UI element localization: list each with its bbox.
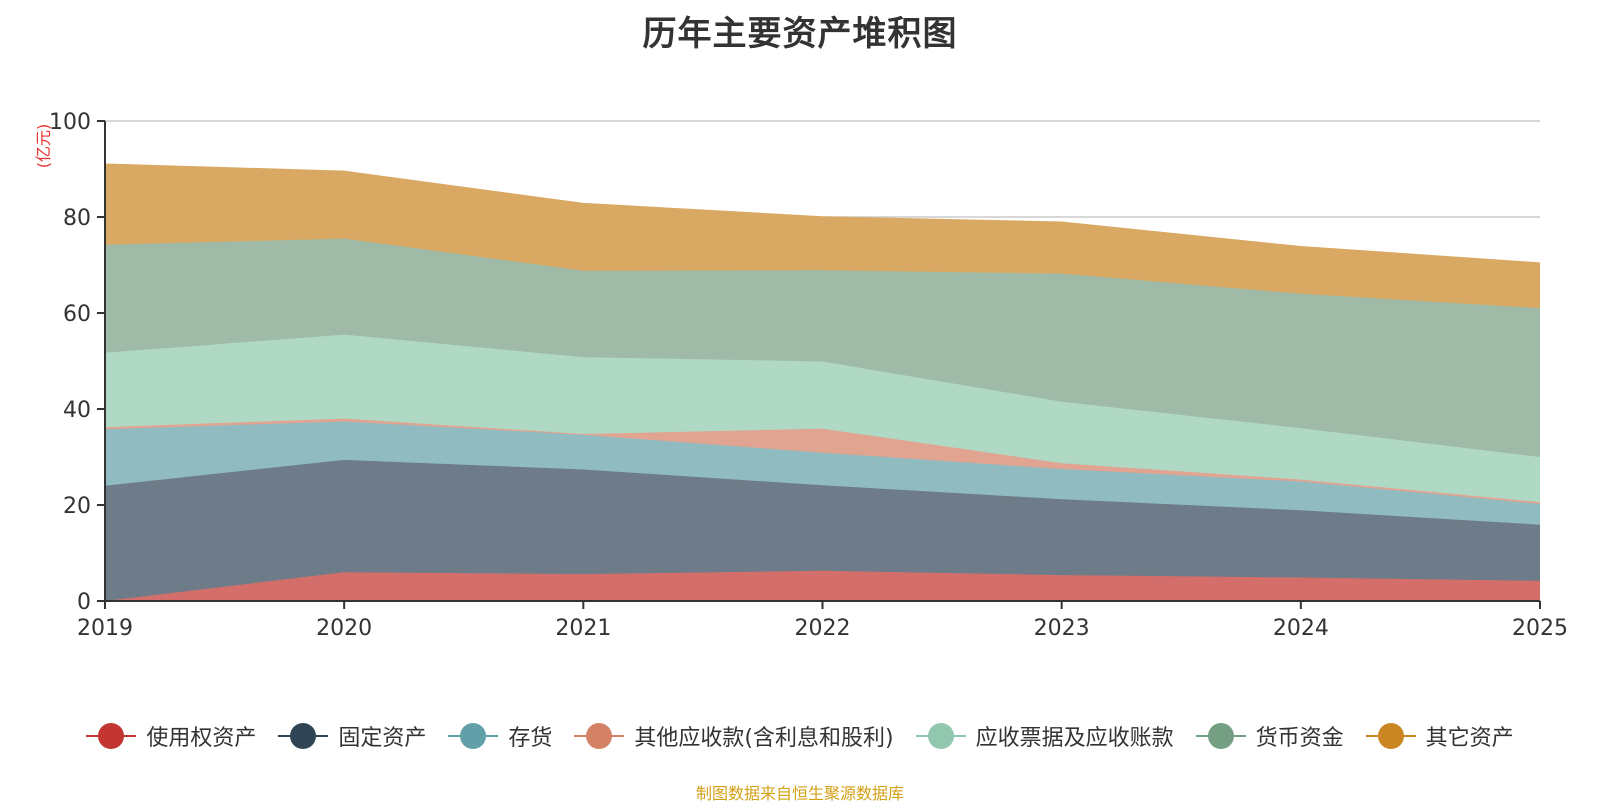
area-layer (104, 163, 1541, 602)
area-series-5[interactable] (105, 238, 1540, 457)
legend-item-5[interactable]: 货币资金 (1195, 720, 1344, 752)
y-tick-label: 100 (49, 110, 91, 135)
legend-marker (915, 723, 966, 749)
chart-title: 历年主要资产堆积图 (642, 14, 958, 54)
legend-item-3[interactable]: 其他应收款(含利息和股利) (574, 720, 894, 752)
y-tick-label: 60 (63, 302, 91, 327)
area-series-line-6 (104, 163, 1541, 264)
x-tick-label: 2024 (1273, 616, 1329, 641)
area-series-2[interactable] (105, 421, 1540, 525)
x-tick-label: 2020 (316, 616, 372, 641)
legend-item-2[interactable]: 存货 (448, 720, 552, 752)
legend-marker (86, 723, 137, 749)
y-tick-label: 20 (63, 494, 91, 519)
area-series-3[interactable] (105, 418, 1540, 504)
legend-label: 固定资产 (338, 726, 427, 751)
x-tick-label: 2023 (1034, 616, 1090, 641)
legend-marker (1365, 723, 1416, 749)
area-series-4[interactable] (105, 334, 1540, 503)
legend-marker (574, 723, 625, 749)
legend-label: 应收票据及应收账款 (975, 726, 1174, 751)
x-tick-label: 2025 (1512, 616, 1568, 641)
x-tick-label: 2019 (77, 616, 133, 641)
x-tick-label: 2021 (555, 616, 611, 641)
legend-label: 使用权资产 (146, 726, 257, 751)
legend-item-6[interactable]: 其它资产 (1365, 720, 1514, 752)
axis-layer: 0 20 40 60 80 100 2019 2020 2021 2022 2023 2024 2025 (49, 110, 1568, 641)
legend-label: 其他应收款(含利息和股利) (634, 726, 894, 751)
area-series-6[interactable] (105, 164, 1540, 309)
y-tick-label: 80 (63, 206, 91, 231)
area-series-1[interactable] (105, 459, 1540, 601)
x-tick-label: 2022 (795, 616, 851, 641)
y-tick-label: 0 (77, 590, 91, 615)
legend: 使用权资产 固定资产 存货 其他应收款(含利息和股利) 应收票据及应收账款 货币资金 其它资… (0, 716, 1600, 756)
legend-marker (278, 723, 329, 749)
legend-label: 其它资产 (1425, 726, 1514, 751)
legend-item-4[interactable]: 应收票据及应收账款 (915, 720, 1174, 752)
legend-marker (1195, 723, 1246, 749)
y-tick-label: 40 (63, 398, 91, 423)
legend-label: 存货 (508, 726, 553, 751)
area-series-0[interactable] (105, 570, 1540, 601)
legend-marker (448, 723, 499, 749)
y-axis-unit-label: (亿元) (34, 124, 53, 169)
legend-item-0[interactable]: 使用权资产 (86, 720, 256, 752)
source-note: 制图数据来自恒生聚源数据库 (695, 784, 904, 803)
legend-label: 货币资金 (1255, 726, 1344, 751)
legend-item-1[interactable]: 固定资产 (278, 720, 426, 752)
